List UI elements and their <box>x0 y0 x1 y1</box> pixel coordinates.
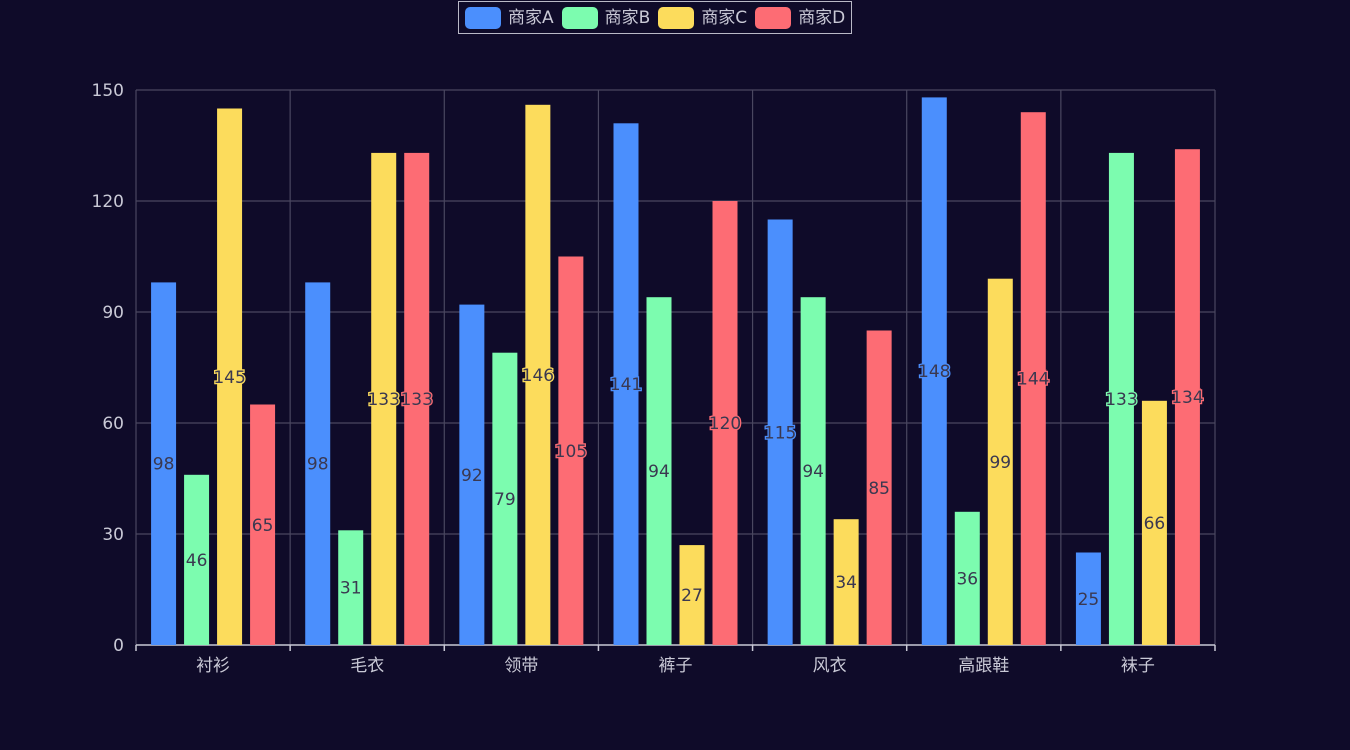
bar-s2-c4 <box>833 519 859 645</box>
x-tick-label-2: 领带 <box>504 656 538 676</box>
y-tick-label-60: 60 <box>102 414 124 434</box>
bar-s1-c0 <box>184 474 210 645</box>
legend-item-c[interactable]: 商家C <box>658 6 748 29</box>
bar-label-s3-c1: 133 <box>400 390 432 410</box>
bar-label-s3-c4: 85 <box>868 479 890 499</box>
bar-s0-c0 <box>151 282 177 645</box>
bar-s2-c1 <box>371 152 397 645</box>
bar-s1-c6 <box>1108 152 1134 645</box>
bar-s3-c2 <box>558 256 584 645</box>
bar-s1-c2 <box>492 352 518 645</box>
legend-swatch-c <box>658 6 695 29</box>
legend-item-b[interactable]: 商家B <box>561 6 651 29</box>
bar-s0-c5 <box>921 97 947 645</box>
legend-item-d[interactable]: 商家D <box>755 6 846 29</box>
bar-s1-c4 <box>800 297 826 645</box>
bar-s0-c4 <box>767 219 793 645</box>
x-tick-label-1: 毛衣 <box>350 656 384 676</box>
bar-s1-c5 <box>954 511 980 645</box>
y-tick-label-90: 90 <box>102 303 124 323</box>
bar-s3-c0 <box>250 404 276 645</box>
bar-s2-c0 <box>217 108 243 645</box>
bar-s2-c3 <box>679 545 705 645</box>
bar-s3-c1 <box>404 152 430 645</box>
bar-label-s3-c6: 134 <box>1171 388 1203 408</box>
legend-label-a: 商家A <box>508 7 554 28</box>
bar-label-s2-c0: 145 <box>213 368 245 388</box>
bar-s1-c1 <box>338 530 364 645</box>
bar-label-s0-c1: 98 <box>307 455 329 475</box>
bar-s3-c5 <box>1020 112 1046 645</box>
x-tick-label-4: 风衣 <box>813 656 847 676</box>
bar-s0-c1 <box>305 282 331 645</box>
bar-s3-c6 <box>1174 149 1200 645</box>
y-tick-label-30: 30 <box>102 525 124 545</box>
bar-label-s2-c1: 133 <box>367 390 399 410</box>
bar-label-s1-c2: 79 <box>494 490 516 510</box>
bar-label-s0-c6: 25 <box>1078 590 1100 610</box>
bar-label-s3-c3: 120 <box>709 414 741 434</box>
y-tick-label-150: 150 <box>92 81 124 101</box>
bar-label-s0-c5: 148 <box>918 362 950 382</box>
bar-label-s1-c1: 31 <box>340 579 362 599</box>
legend-swatch-a <box>465 6 501 29</box>
x-tick-label-5: 高跟鞋 <box>958 656 1009 676</box>
bar-label-s1-c3: 94 <box>648 462 670 482</box>
x-tick-label-6: 袜子 <box>1121 656 1155 676</box>
bar-label-s3-c0: 65 <box>252 516 274 536</box>
bar-label-s0-c3: 141 <box>610 375 642 395</box>
legend-label-b: 商家B <box>604 7 651 28</box>
bar-s3-c4 <box>866 330 892 645</box>
bar-label-s0-c0: 98 <box>153 455 175 475</box>
bar-s2-c2 <box>525 104 551 646</box>
legend-item-a[interactable]: 商家A <box>465 6 554 29</box>
legend-label-c: 商家C <box>701 7 748 28</box>
bar-s0-c3 <box>613 123 639 646</box>
bar-label-s2-c3: 27 <box>681 586 703 606</box>
x-tick-label-0: 衬衫 <box>196 656 230 676</box>
bar-s0-c6 <box>1075 552 1101 645</box>
legend-swatch-d <box>755 6 792 29</box>
bar-label-s1-c5: 36 <box>956 569 978 589</box>
y-tick-label-0: 0 <box>113 636 124 656</box>
bar-label-s0-c4: 115 <box>764 423 796 443</box>
bar-s1-c3 <box>646 297 672 645</box>
bar-label-s0-c2: 92 <box>461 466 483 486</box>
bar-label-s2-c2: 146 <box>522 366 554 386</box>
bar-s2-c6 <box>1141 400 1167 645</box>
bar-label-s2-c6: 66 <box>1144 514 1166 534</box>
bar-label-s1-c0: 46 <box>186 551 208 571</box>
legend-label-d: 商家D <box>798 7 846 28</box>
bar-s2-c5 <box>987 278 1013 645</box>
x-tick-label-3: 裤子 <box>659 656 693 676</box>
legend-swatch-b <box>561 6 598 29</box>
bar-s0-c2 <box>459 304 485 645</box>
bar-s3-c3 <box>712 201 738 645</box>
bar-label-s1-c4: 94 <box>802 462 824 482</box>
bar-label-s2-c5: 99 <box>989 453 1011 473</box>
bar-label-s3-c5: 144 <box>1017 370 1049 390</box>
legend: 商家A 商家B 商家C 商家D <box>458 1 853 34</box>
y-tick-label-120: 120 <box>92 192 124 212</box>
bar-label-s2-c4: 34 <box>835 573 857 593</box>
bar-label-s3-c2: 105 <box>555 442 587 462</box>
bar-label-s1-c6: 133 <box>1105 390 1137 410</box>
